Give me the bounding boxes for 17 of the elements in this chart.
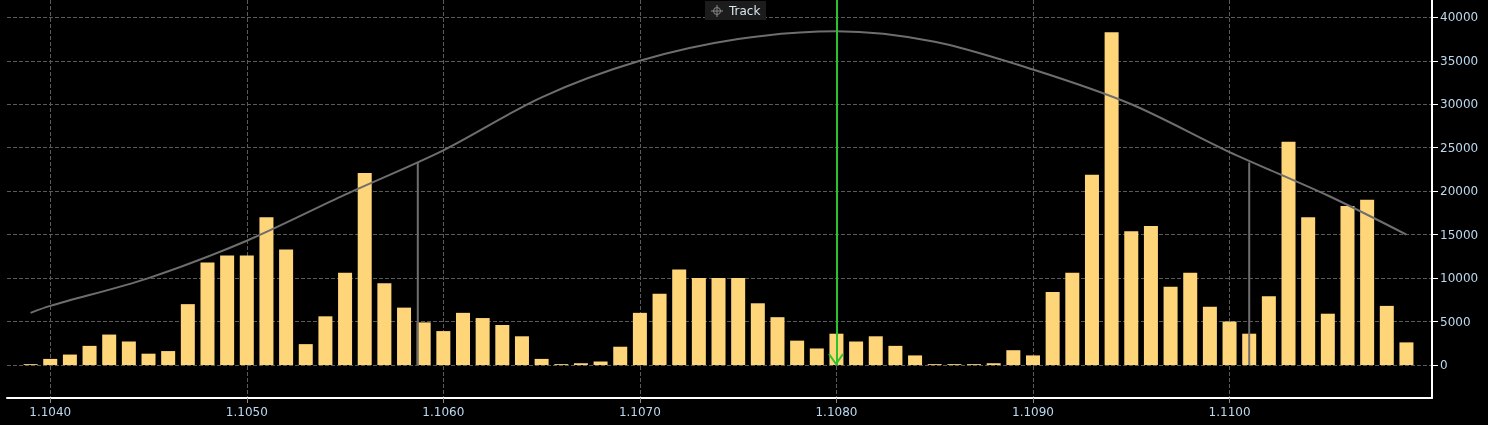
y-tick-label: 10000 (1440, 271, 1479, 286)
y-tick-label: 30000 (1440, 97, 1479, 112)
y-tick-label: 15000 (1440, 227, 1479, 242)
y-tick-label: 40000 (1440, 10, 1479, 25)
y-tick-label: 0 (1440, 357, 1448, 372)
annotation: Track (729, 3, 761, 18)
x-tick-label: 1.1060 (422, 405, 465, 419)
y-tick-label: 5000 (1440, 314, 1471, 329)
x-tick-label: 1.1080 (815, 405, 858, 419)
x-tick-label: 1.1090 (1012, 405, 1054, 419)
x-tick-label: 1.1070 (618, 405, 661, 419)
x-tick-label: 1.1100 (1208, 405, 1251, 419)
x-tick-label: 1.1050 (225, 405, 268, 419)
y-tick-label: 35000 (1440, 53, 1479, 68)
y-tick-label: 20000 (1440, 184, 1479, 199)
y-tick-label: 25000 (1440, 140, 1479, 155)
x-tick-label: 1.1040 (29, 405, 72, 419)
